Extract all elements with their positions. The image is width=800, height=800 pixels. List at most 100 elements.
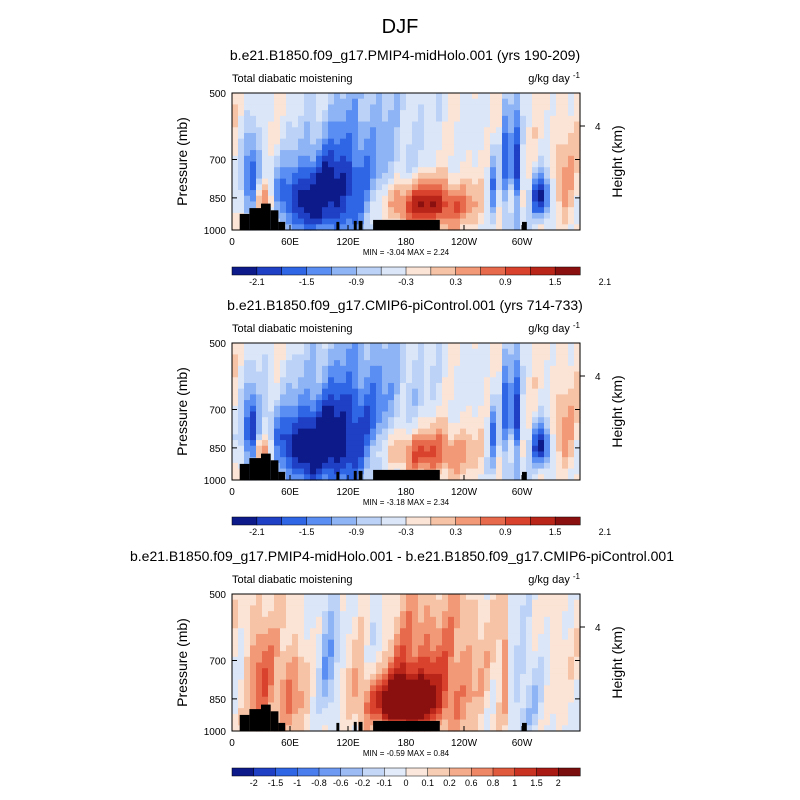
panels: b.e21.B1850.f09_g17.PMIP4-midHolo.001 (y… [130, 47, 674, 788]
panel-2-cell [238, 343, 245, 350]
panel-2-cell [364, 417, 371, 424]
panel-3-cell [364, 616, 371, 624]
panel-1-cell [322, 161, 329, 168]
panel-1-cell [316, 190, 323, 197]
panel-2-cell [430, 400, 437, 407]
panel-3-cell [436, 656, 443, 664]
panel-2-title: b.e21.B1850.f09_g17.CMIP6-piControl.001 … [227, 297, 583, 313]
panel-3-cell [418, 622, 425, 629]
panel-3-cell [424, 611, 431, 618]
panel-1-cell [364, 207, 371, 214]
panel-3-cell [508, 685, 515, 692]
panel-2-cell [532, 445, 539, 453]
panel-2-cell [400, 440, 407, 447]
panel-3-cell [238, 622, 245, 629]
panel-1-cell [520, 172, 527, 180]
panel-1-cell [298, 161, 305, 168]
panel-3-cell [352, 616, 359, 624]
panel-1-cell [484, 127, 491, 134]
panel-2-cell [352, 388, 359, 395]
panel-1-cell [382, 132, 389, 140]
panel-3-cell [400, 599, 407, 607]
panel-2-cell [400, 417, 407, 424]
panel-3-cell [520, 668, 527, 675]
panel-1-cell [436, 167, 443, 174]
panel-1-cell [544, 104, 551, 111]
panel-2-cell [502, 445, 509, 453]
panel-2-cell [562, 468, 569, 475]
panel-3-cell [328, 599, 335, 607]
panel-3-cell [562, 594, 569, 601]
panel-3-cell [472, 708, 479, 715]
panel-3-cell [238, 611, 245, 618]
panel-3-cell [412, 651, 419, 658]
panel-2-cell [340, 428, 347, 435]
panel-3-cell [310, 691, 317, 698]
panel-1-cell [304, 218, 311, 225]
panel-3-cell [478, 673, 485, 681]
panel-2-cell [256, 405, 263, 413]
panel-1-cell [532, 161, 539, 168]
panel-1-cell [232, 150, 239, 157]
panel-2-cell [298, 360, 305, 367]
panel-2-cell [418, 462, 425, 470]
panel-2-cell [526, 343, 533, 350]
panel-3-cell [364, 622, 371, 629]
panel-1-cell [508, 184, 515, 191]
panel-2-cell [328, 462, 335, 470]
panel-3-cell [328, 616, 335, 624]
panel-3-cell [292, 668, 299, 675]
panel-2-cell [340, 382, 347, 390]
panel-3-cell [484, 611, 491, 618]
panel-2-cell [424, 457, 431, 464]
panel-1-cell [568, 127, 575, 134]
panel-2-cell [442, 354, 449, 361]
panel-3-cell [412, 668, 419, 675]
panel-2-cell [454, 382, 461, 390]
panel-2-cell [496, 457, 503, 464]
panel-1-cell [526, 110, 533, 117]
panel-2-cell [568, 411, 575, 418]
panel-3-cell [556, 645, 563, 652]
panel-3-cell [346, 651, 353, 658]
panel-1-cell [412, 144, 419, 151]
panel-1-cell [406, 93, 413, 100]
panel-1-cell [262, 98, 269, 106]
panel-1-cell [538, 144, 545, 151]
panel-2-cell [280, 451, 287, 458]
panel-3-cell [352, 713, 359, 721]
panel-2-cell [304, 343, 311, 350]
panel-2-cell [436, 382, 443, 390]
panel-1-cell [532, 224, 539, 231]
panel-3-cell [472, 605, 479, 612]
panel-2-cell [280, 382, 287, 390]
panel-2-colorbar-box [455, 516, 482, 526]
panel-2-cell [340, 411, 347, 418]
panel-2-cell [370, 388, 377, 395]
panel-2-cell [400, 428, 407, 435]
panel-3-cell [268, 599, 275, 607]
panel-1-cell [346, 178, 353, 185]
panel-2-cell [484, 388, 491, 395]
panel-2-cell [346, 462, 353, 470]
panel-1-cell [286, 121, 293, 128]
panel-3-cell [484, 656, 491, 664]
panel-3-cell [346, 662, 353, 669]
panel-3-cell [442, 673, 449, 681]
panel-3-cell [256, 679, 263, 686]
panel-3-colorbar-box [449, 767, 472, 777]
panel-3-cell [286, 611, 293, 618]
panel-1-cell [460, 218, 467, 225]
panel-1-cell [568, 121, 575, 128]
panel-2-cell [526, 348, 533, 356]
panel-3-cell [280, 673, 287, 681]
panel-1-cell [568, 115, 575, 123]
panel-2-cell [478, 445, 485, 453]
panel-3-cell [334, 668, 341, 675]
panel-1-cell [556, 93, 563, 100]
panel-3-cell [322, 605, 329, 612]
panel-2-cell [412, 451, 419, 458]
panel-3-cell [562, 702, 569, 709]
panel-3-cell [394, 713, 401, 721]
panel-2-cell [460, 343, 467, 350]
